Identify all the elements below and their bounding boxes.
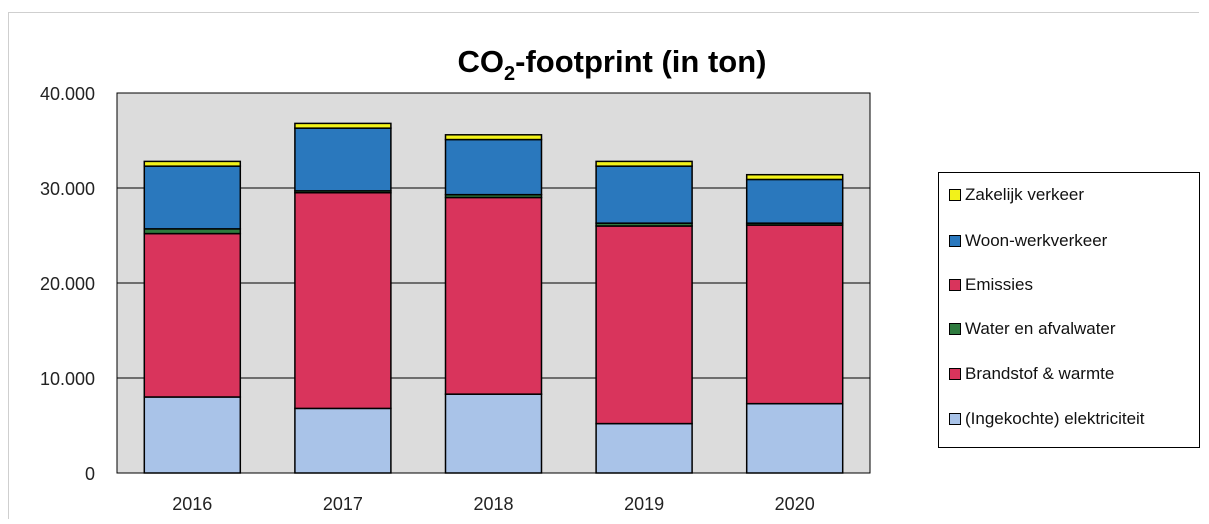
legend-swatch-ingekochte-elektriciteit — [949, 413, 961, 425]
x-tick-label-2016: 2016 — [172, 494, 212, 514]
y-tick-label: 10.000 — [40, 369, 95, 389]
chart-title-subscript: 2 — [504, 63, 515, 85]
bar-2017-ingekochte-elektriciteit — [294, 407, 392, 474]
legend-swatch-zakelijk-verkeer — [949, 189, 961, 201]
legend-item-ingekochte-elektriciteit: (Ingekochte) elektriciteit — [949, 407, 1145, 431]
bar-2018-brandstof-warmte — [444, 196, 543, 395]
bars — [143, 122, 844, 474]
bar-2020-woon-werkverkeer — [745, 178, 844, 224]
y-tick-label: 20.000 — [40, 274, 95, 294]
legend-swatch-woon-werkverkeer — [949, 235, 961, 247]
bar-2017-brandstof-warmte — [294, 192, 392, 410]
x-tick-label-2020: 2020 — [775, 494, 815, 514]
y-tick-label: 30.000 — [40, 179, 95, 199]
y-tick-label: 40.000 — [40, 84, 95, 104]
x-tick-label-2018: 2018 — [473, 494, 513, 514]
legend-swatch-water-en-afvalwater — [949, 323, 961, 335]
chart-title-rest: -footprint (in ton) — [515, 44, 766, 79]
legend-item-woon-werkverkeer: Woon-werkverkeer — [949, 229, 1107, 253]
bar-2018-zakelijk-verkeer — [444, 134, 543, 141]
y-axis-ticks: 0 10.000 20.000 30.000 40.000 — [40, 84, 95, 484]
x-axis-ticks: 2016 2017 2018 2019 2020 — [172, 494, 814, 514]
legend-label-brandstof-warmte: Brandstof & warmte — [965, 364, 1115, 383]
bar-2019-zakelijk-verkeer — [595, 160, 693, 167]
legend-swatch-emissies — [949, 279, 961, 291]
legend-item-water-en-afvalwater: Water en afvalwater — [949, 317, 1116, 341]
legend-label-emissies: Emissies — [965, 275, 1034, 294]
chart-frame — [8, 12, 1199, 519]
bar-2019-ingekochte-elektriciteit — [595, 422, 693, 474]
bar-2016-brandstof-warmte — [143, 232, 242, 398]
legend-label-ingekochte-elektriciteit: (Ingekochte) elektriciteit — [965, 409, 1145, 428]
legend-label-water-en-afvalwater: Water en afvalwater — [965, 319, 1116, 338]
bar-2018-ingekochte-elektriciteit — [444, 393, 543, 474]
legend-swatch-brandstof-warmte — [949, 368, 961, 380]
chart-title-main: CO — [458, 44, 505, 79]
legend-item-emissies: Emissies — [949, 273, 1033, 297]
bar-2018-woon-werkverkeer — [444, 138, 543, 196]
bar-2016-woon-werkverkeer — [143, 165, 242, 230]
legend: Zakelijk verkeer Woon-werkverkeer Emissi… — [938, 172, 1200, 448]
legend-label-woon-werkverkeer: Woon-werkverkeer — [965, 231, 1108, 250]
legend-item-brandstof-warmte: Brandstof & warmte — [949, 362, 1114, 386]
bar-2019-woon-werkverkeer — [595, 165, 693, 224]
bar-2016-zakelijk-verkeer — [143, 160, 242, 167]
bar-2016-ingekochte-elektriciteit — [143, 396, 242, 474]
bar-2017-zakelijk-verkeer — [294, 122, 392, 129]
bar-2020-ingekochte-elektriciteit — [745, 402, 844, 474]
legend-label-zakelijk-verkeer: Zakelijk verkeer — [965, 185, 1085, 204]
bar-2019-brandstof-warmte — [595, 225, 693, 425]
bar-2020-brandstof-warmte — [745, 224, 844, 405]
bar-2020-zakelijk-verkeer — [745, 173, 844, 181]
legend-item-zakelijk-verkeer: Zakelijk verkeer — [949, 183, 1084, 207]
chart-title: CO2-footprint (in ton) — [458, 44, 767, 85]
bar-2017-woon-werkverkeer — [294, 127, 392, 192]
x-tick-label-2017: 2017 — [323, 494, 363, 514]
x-tick-label-2019: 2019 — [624, 494, 664, 514]
y-tick-label: 0 — [85, 464, 95, 484]
